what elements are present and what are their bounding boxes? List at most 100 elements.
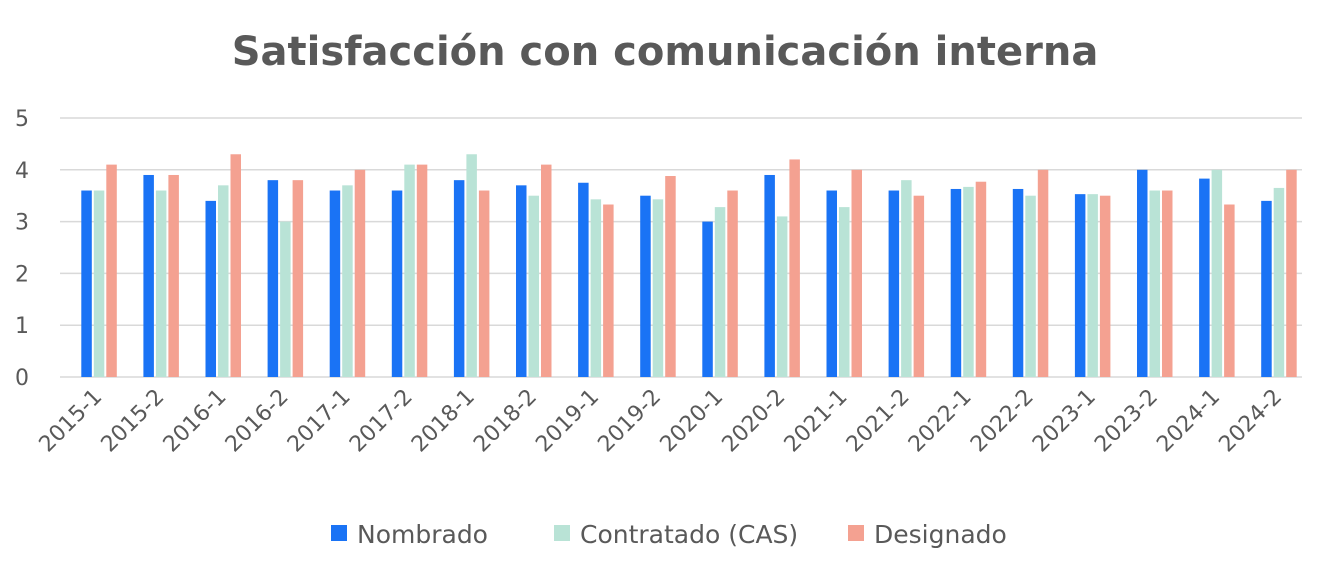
bar-designado-2015-2 (168, 174, 179, 377)
bar-designado-2016-2 (292, 180, 304, 377)
x-axis-ticks: 2015-12015-22016-12016-22017-12017-22018… (35, 385, 1288, 458)
bar-designado-2024-2 (1286, 169, 1297, 377)
bar-contratado-cas-2023-1 (1087, 194, 1098, 377)
x-tick-label: 2023-1 (1028, 385, 1101, 458)
bar-nombrado-2024-1 (1199, 178, 1210, 377)
x-tick-label: 2016-1 (159, 385, 232, 458)
bar-nombrado-2017-2 (391, 190, 403, 377)
bar-nombrado-2021-1 (826, 190, 837, 377)
bar-nombrado-2016-2 (267, 180, 279, 377)
bar-designado-2017-2 (416, 164, 428, 377)
bar-designado-2020-2 (789, 159, 800, 377)
bar-contratado-cas-2023-2 (1149, 190, 1160, 377)
y-axis-ticks: 0 1 2 3 4 5 (15, 107, 29, 391)
bar-contratado-cas-2022-2 (1025, 195, 1036, 377)
bar-contratado-cas-2015-1 (93, 190, 105, 377)
x-tick-label: 2022-1 (904, 385, 977, 458)
bar-contratado-cas-2019-2 (652, 199, 664, 377)
bar-contratado-cas-2015-2 (155, 190, 167, 377)
bar-contratado-cas-2019-1 (590, 199, 602, 377)
bar-nombrado-2023-1 (1074, 194, 1086, 377)
bar-nombrado-2018-1 (453, 180, 465, 377)
bar-contratado-cas-2016-2 (280, 221, 291, 377)
y-tick-label: 3 (15, 211, 29, 236)
bar-nombrado-2019-1 (578, 182, 589, 377)
bar-designado-2022-1 (975, 181, 987, 377)
bar-contratado-cas-2018-1 (466, 154, 477, 377)
bar-contratado-cas-2022-1 (963, 186, 974, 377)
x-tick-label: 2020-1 (656, 385, 729, 458)
bar-nombrado-2016-1 (205, 200, 216, 377)
bar-nombrado-2020-1 (702, 221, 713, 377)
bar-contratado-cas-2021-1 (839, 207, 850, 377)
bar-nombrado-2017-1 (329, 190, 341, 377)
bar-designado-2023-1 (1099, 195, 1111, 377)
bar-nombrado-2019-2 (640, 195, 651, 377)
x-tick-label: 2021-2 (842, 385, 915, 458)
bar-designado-2019-1 (603, 204, 614, 377)
bar-designado-2019-2 (665, 176, 676, 377)
bar-designado-2017-1 (354, 169, 366, 377)
bar-designado-2024-1 (1224, 204, 1235, 377)
x-tick-label: 2024-2 (1214, 385, 1287, 458)
legend: Nombrado Contratado (CAS) Designado (331, 520, 1007, 549)
bar-nombrado-2015-2 (143, 174, 154, 377)
bar-designado-2016-1 (230, 154, 241, 377)
bar-designado-2021-1 (851, 169, 862, 377)
x-tick-label: 2016-2 (221, 385, 294, 458)
bar-nombrado-2022-1 (950, 188, 962, 377)
legend-label: Contratado (CAS) (580, 520, 798, 549)
bars (81, 154, 1297, 377)
bar-contratado-cas-2021-2 (901, 180, 912, 377)
bar-contratado-cas-2017-1 (342, 185, 353, 377)
bar-designado-2020-1 (727, 190, 738, 377)
bar-nombrado-2018-2 (516, 185, 527, 377)
bar-designado-2015-1 (106, 164, 117, 377)
gridlines (60, 117, 1302, 378)
y-tick-label: 5 (15, 107, 29, 132)
bar-contratado-cas-2016-1 (218, 185, 229, 377)
bar-contratado-cas-2017-2 (404, 164, 415, 377)
bar-nombrado-2022-2 (1012, 188, 1024, 377)
x-tick-label: 2017-1 (283, 385, 356, 458)
bar-designado-2018-1 (478, 190, 490, 377)
bar-nombrado-2015-1 (81, 190, 92, 377)
bar-designado-2018-2 (541, 164, 552, 377)
x-tick-label: 2024-1 (1152, 385, 1225, 458)
y-tick-label: 1 (15, 314, 29, 339)
chart-title: Satisfacción con comunicación interna (232, 29, 1099, 75)
x-tick-label: 2015-2 (97, 385, 170, 458)
bar-designado-2023-2 (1162, 190, 1173, 377)
bar-designado-2022-2 (1037, 169, 1049, 377)
legend-swatch (848, 525, 864, 541)
x-tick-label: 2015-1 (35, 385, 108, 458)
bar-nombrado-2020-2 (764, 174, 775, 377)
legend-label: Designado (874, 520, 1007, 549)
bar-nombrado-2024-2 (1261, 200, 1272, 377)
x-tick-label: 2017-2 (345, 385, 418, 458)
legend-swatch (331, 525, 347, 541)
x-tick-label: 2018-1 (407, 385, 480, 458)
x-tick-label: 2022-2 (966, 385, 1039, 458)
bar-contratado-cas-2018-2 (528, 195, 539, 377)
x-tick-label: 2023-2 (1090, 385, 1163, 458)
y-tick-label: 2 (15, 262, 29, 287)
legend-label: Nombrado (357, 520, 488, 549)
y-tick-label: 4 (15, 159, 29, 184)
legend-swatch (554, 525, 570, 541)
x-tick-label: 2021-1 (780, 385, 853, 458)
x-tick-label: 2019-1 (531, 385, 604, 458)
bar-nombrado-2023-2 (1137, 169, 1148, 377)
x-tick-label: 2019-2 (593, 385, 666, 458)
bar-contratado-cas-2020-2 (776, 216, 788, 377)
bar-nombrado-2021-2 (888, 190, 900, 377)
x-tick-label: 2020-2 (718, 385, 791, 458)
bar-contratado-cas-2024-2 (1273, 187, 1285, 377)
y-tick-label: 0 (15, 366, 29, 391)
bar-designado-2021-2 (913, 195, 925, 377)
bar-contratado-cas-2024-1 (1211, 169, 1223, 377)
x-tick-label: 2018-2 (469, 385, 542, 458)
bar-contratado-cas-2020-1 (714, 207, 726, 377)
